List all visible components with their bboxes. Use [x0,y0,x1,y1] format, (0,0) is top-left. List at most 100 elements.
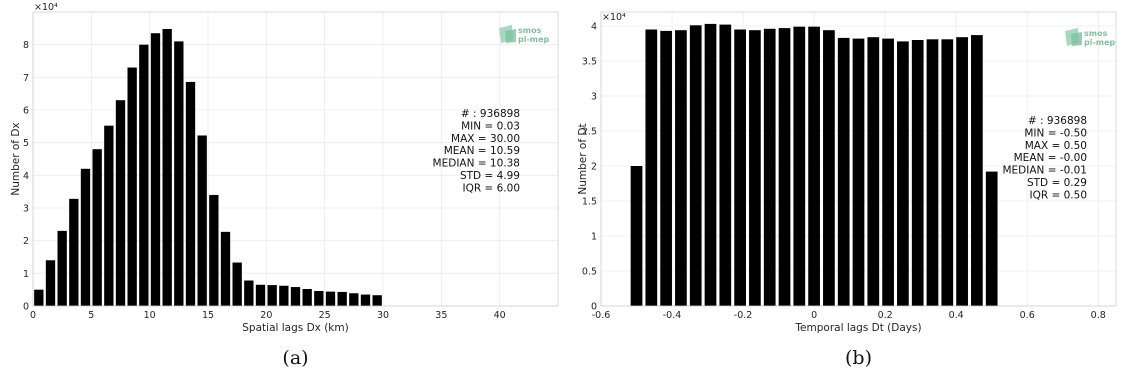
histogram-bar [104,125,114,307]
y-tick-label: 3 [591,92,597,103]
stat-line: # : 936898 [1028,115,1087,127]
panel-a-chart: 0 5 10 15 20 25 30 35 40 0 1 2 3 4 5 6 7 8 ×10⁴ Spatial … [10,2,559,369]
x-tick-label: 5 [88,310,94,321]
y-tick-label: 1 [591,232,597,243]
y-tick-label: 6 [23,106,29,117]
histogram-bar [704,23,717,307]
histogram-bar [162,28,172,307]
x-tick-label: -0.6 [592,310,611,321]
stat-line: IQR = 6.00 [462,182,520,194]
y-axis-label: Number of Dt [577,123,589,194]
histogram-bar [823,30,835,306]
y-tick-label: 7 [23,73,29,84]
histogram-bar [314,290,324,306]
plot-frame [600,11,1117,307]
histogram-bar [185,81,196,306]
y-tick-label: 1.5 [582,197,597,208]
y-tick-label: 0 [23,302,29,313]
y-tick-label: 1 [23,269,29,280]
x-tick-label: 0 [30,310,36,321]
histogram-bar [882,38,894,306]
histogram-bar [337,291,347,306]
y-exponent-label: ×10⁴ [602,12,626,23]
x-tick-label: 20 [260,310,272,321]
histogram-bar [808,26,820,306]
histogram-bar [763,28,776,307]
histogram-bar [232,262,242,306]
y-tick-label: 2 [23,236,29,247]
histogram-bar [630,166,643,306]
stat-line: STD = 4.99 [460,170,520,182]
histogram-bar [971,35,983,306]
histogram-bar [279,285,289,306]
histogram-bar [302,289,312,306]
x-tick-label: 0.6 [1020,310,1035,321]
x-tick-label: 0 [811,310,817,321]
stat-line: MEAN = 10.59 [444,145,520,157]
logo-line1: smos [518,26,542,35]
histogram-bar [290,287,301,306]
y-tick-label: 5 [23,138,29,149]
logo-mark-accent-icon [1071,32,1082,46]
histogram-bar [127,67,137,306]
histogram-bar [255,284,266,306]
y-tick-label: 2.5 [582,127,597,138]
histogram-bar [209,194,219,306]
histogram-bar [660,30,672,307]
histogram-bar [837,37,850,307]
smos-logo: smos pi-mep [1065,28,1116,47]
x-tick-label: 35 [435,310,447,321]
histogram-bar [985,171,998,306]
histogram-bar [92,149,102,306]
y-tick-label: 8 [23,40,29,51]
y-axis-label: Number of Dx [10,122,22,195]
y-tick-label: 0 [591,302,597,313]
histogram-bar [150,33,161,306]
histogram-bar [45,260,56,306]
x-tick-label: 10 [144,310,156,321]
x-tick-labels: -0.6 -0.4 -0.2 0 0.2 0.4 0.6 0.8 [592,310,1106,321]
stat-line: MIN = -0.50 [1024,127,1087,139]
histogram-bar [57,230,67,306]
histogram-bar [244,280,254,306]
histogram-bar [34,289,44,306]
histogram-bar [645,29,658,306]
stat-line: MAX = 30.00 [451,133,520,145]
stat-line: MEAN = -0.00 [1014,152,1087,164]
x-tick-label: 15 [202,310,214,321]
y-tick-label: 2 [591,162,597,173]
plot-frame [32,11,559,307]
histogram-bar [80,168,91,306]
x-tick-label: 0.2 [878,310,893,321]
panel-b-chart: -0.6 -0.4 -0.2 0 0.2 0.4 0.6 0.8 0 0.5 1 1.5 2 2.5 3 3… [577,11,1117,369]
x-axis-label: Spatial lags Dx (km) [242,322,348,334]
x-tick-label: 25 [319,310,331,321]
histogram-bar [360,294,371,306]
x-tick-label: 30 [377,310,389,321]
histogram-bar [139,44,149,307]
stat-line: MEDIAN = -0.01 [1002,165,1087,177]
y-tick-labels: 0 0.5 1 1.5 2 2.5 3 3.5 4 [582,22,597,313]
histogram-bar [897,41,909,307]
bars-layer [630,23,998,307]
y-tick-label: 4 [23,171,29,182]
histogram-bar [115,100,126,306]
histogram-bar [349,293,359,306]
histogram-bar [675,30,687,306]
panel-caption: (b) [845,347,872,369]
x-tick-label: 40 [494,310,506,321]
stat-line: MEDIAN = 10.38 [433,158,520,170]
logo-line1: smos [1084,29,1108,38]
y-tick-label: 0.5 [582,267,597,278]
histogram-bar [325,291,336,306]
x-tick-labels: 0 5 10 15 20 25 30 35 40 [30,310,506,321]
stat-line: STD = 0.29 [1027,177,1087,189]
y-tick-label: 3.5 [582,57,597,68]
panel-caption: (a) [282,347,308,369]
histogram-bar [69,198,79,306]
x-tick-label: -0.4 [663,310,682,321]
y-tick-label: 4 [591,22,597,33]
logo-mark-accent-icon [505,29,516,43]
